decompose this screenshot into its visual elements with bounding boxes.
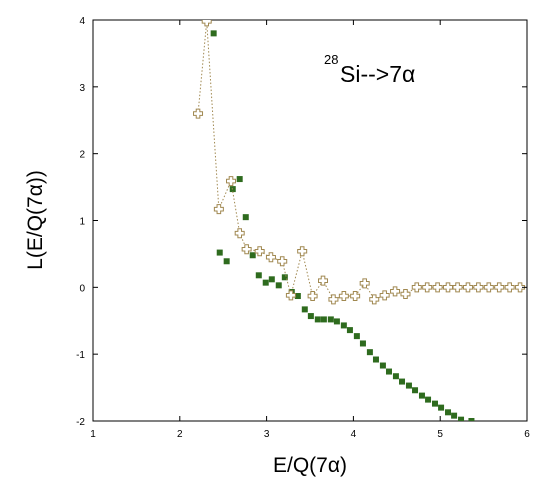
- x-tick-label: 6: [524, 429, 530, 440]
- point: [483, 282, 494, 293]
- point: [346, 327, 353, 334]
- point: [412, 387, 419, 394]
- point: [411, 282, 422, 293]
- point: [494, 282, 505, 293]
- point: [462, 282, 473, 293]
- y-tick-label: 4: [79, 16, 85, 27]
- point: [268, 276, 275, 283]
- x-tick-label: 4: [351, 429, 357, 440]
- point: [385, 368, 392, 375]
- point: [431, 400, 438, 407]
- point: [262, 279, 269, 286]
- point: [468, 418, 475, 421]
- point: [201, 20, 212, 27]
- point: [504, 282, 515, 293]
- point: [277, 256, 288, 267]
- y-tick-label: 1: [79, 217, 85, 228]
- point: [359, 340, 366, 347]
- point: [350, 291, 361, 302]
- point: [226, 176, 237, 187]
- y-tick-label: 0: [79, 283, 85, 294]
- point: [254, 246, 265, 257]
- y-tick-label: -2: [76, 417, 85, 428]
- annotation: Si-->7α: [340, 61, 415, 87]
- point: [340, 322, 347, 329]
- y-tick-label: 3: [79, 83, 85, 94]
- y-axis-label: L(E/Q(7α)): [24, 170, 47, 270]
- point: [369, 294, 380, 305]
- point: [255, 272, 262, 279]
- point: [213, 204, 224, 215]
- point: [314, 316, 321, 323]
- point: [359, 278, 370, 289]
- y-tick-label: -1: [76, 350, 85, 361]
- point: [432, 282, 443, 293]
- point: [333, 318, 340, 325]
- point: [418, 392, 425, 399]
- point: [366, 349, 373, 356]
- y-tick-label: 2: [79, 150, 85, 161]
- point: [285, 290, 296, 301]
- point: [327, 316, 334, 323]
- point: [241, 244, 252, 255]
- point: [438, 404, 445, 411]
- x-tick-label: 3: [264, 429, 270, 440]
- point: [405, 382, 412, 389]
- plot-marks: [193, 20, 526, 421]
- point: [307, 313, 314, 320]
- point: [216, 249, 223, 256]
- point: [297, 246, 308, 257]
- point: [379, 290, 390, 301]
- point: [399, 378, 406, 385]
- point: [392, 373, 399, 380]
- x-tick-label: 5: [437, 429, 443, 440]
- point: [353, 333, 360, 340]
- x-axis-label: E/Q(7α): [273, 454, 347, 477]
- point: [234, 228, 245, 239]
- point: [193, 108, 204, 119]
- point: [328, 294, 339, 305]
- point: [443, 282, 454, 293]
- x-tick-label: 2: [177, 429, 183, 440]
- point: [210, 30, 217, 37]
- point: [390, 286, 401, 297]
- point: [275, 282, 282, 289]
- plot-frame: [92, 19, 528, 422]
- point: [265, 252, 276, 263]
- point: [242, 214, 249, 221]
- point: [249, 252, 256, 259]
- point: [236, 176, 243, 183]
- x-tick-label: 1: [90, 429, 96, 440]
- point: [451, 412, 458, 419]
- point: [301, 306, 308, 313]
- point: [425, 396, 432, 403]
- point: [422, 282, 433, 293]
- point: [372, 356, 379, 363]
- annotation-superscript: 28: [324, 52, 338, 67]
- point: [473, 282, 484, 293]
- point: [452, 282, 463, 293]
- point: [445, 409, 452, 416]
- point: [307, 291, 318, 302]
- point: [281, 274, 288, 281]
- point: [379, 362, 386, 369]
- point: [294, 293, 301, 300]
- point: [223, 258, 230, 265]
- point: [458, 416, 465, 421]
- point: [320, 316, 327, 323]
- point: [338, 291, 349, 302]
- point: [318, 275, 329, 286]
- point: [400, 289, 411, 300]
- point: [515, 282, 526, 293]
